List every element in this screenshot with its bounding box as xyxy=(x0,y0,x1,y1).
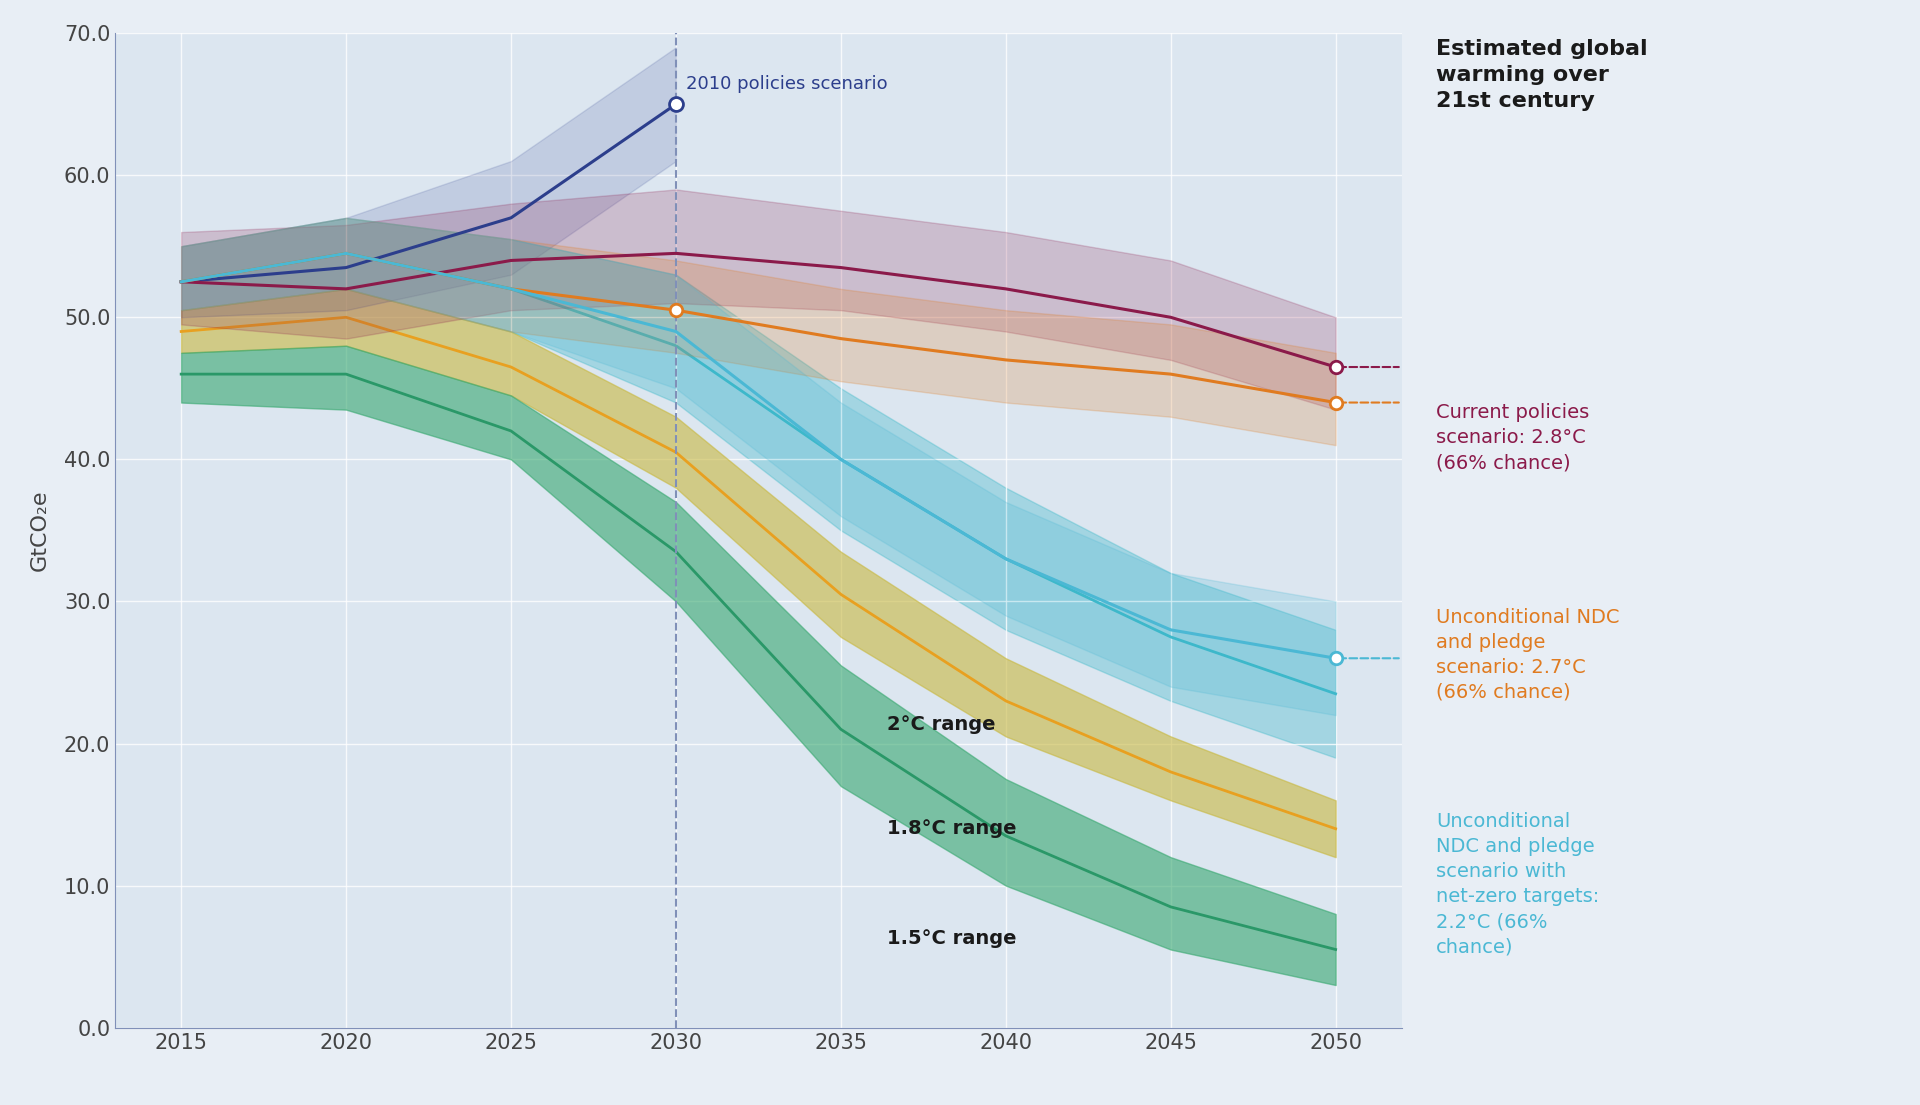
Text: Unconditional
NDC and pledge
scenario with
net-zero targets:
2.2°C (66%
chance): Unconditional NDC and pledge scenario wi… xyxy=(1436,812,1599,956)
Text: 2010 policies scenario: 2010 policies scenario xyxy=(685,75,887,93)
Text: 2°C range: 2°C range xyxy=(887,715,996,734)
Text: Estimated global
warming over
21st century: Estimated global warming over 21st centu… xyxy=(1436,39,1647,112)
Text: 1.5°C range: 1.5°C range xyxy=(887,928,1016,948)
Text: Unconditional NDC
and pledge
scenario: 2.7°C
(66% chance): Unconditional NDC and pledge scenario: 2… xyxy=(1436,608,1620,702)
Text: Current policies
scenario: 2.8°C
(66% chance): Current policies scenario: 2.8°C (66% ch… xyxy=(1436,403,1590,472)
Text: 1.8°C range: 1.8°C range xyxy=(887,819,1016,839)
Y-axis label: GtCO₂e: GtCO₂e xyxy=(31,490,50,571)
